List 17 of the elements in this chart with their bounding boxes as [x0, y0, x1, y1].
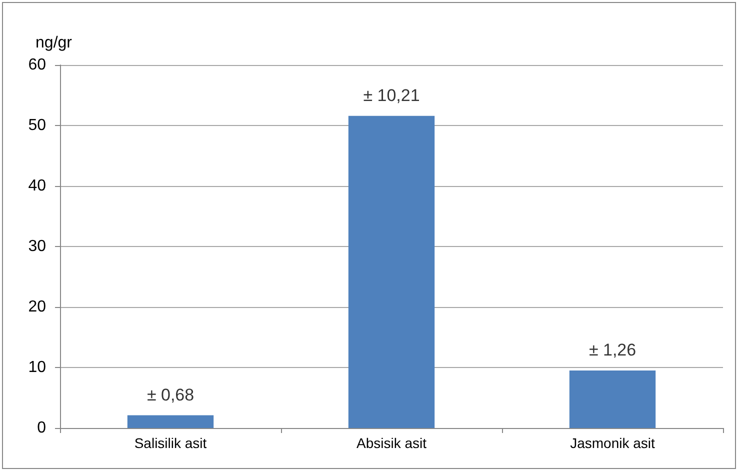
y-axis-title: ng/gr	[36, 34, 73, 52]
y-tick-label: 30	[28, 238, 46, 255]
x-tick-label: Jasmonik asit	[570, 435, 656, 451]
y-tick-label: 40	[28, 178, 46, 194]
x-tick-label: Salisilik asit	[134, 435, 207, 451]
y-tick-label: 10	[28, 359, 46, 376]
bar	[348, 116, 435, 428]
y-tick-label: 0	[37, 420, 46, 436]
y-tick-label: 50	[28, 117, 46, 134]
annotation: ± 1,26	[588, 340, 636, 360]
annotation: ± 10,21	[363, 86, 420, 105]
x-tick-label: Absisik asit	[356, 435, 427, 451]
bar	[569, 370, 656, 428]
y-tick-label: 20	[28, 298, 46, 316]
annotation: ± 0,68	[146, 385, 194, 404]
bar	[127, 415, 214, 428]
y-tick-label: 60	[28, 56, 46, 74]
